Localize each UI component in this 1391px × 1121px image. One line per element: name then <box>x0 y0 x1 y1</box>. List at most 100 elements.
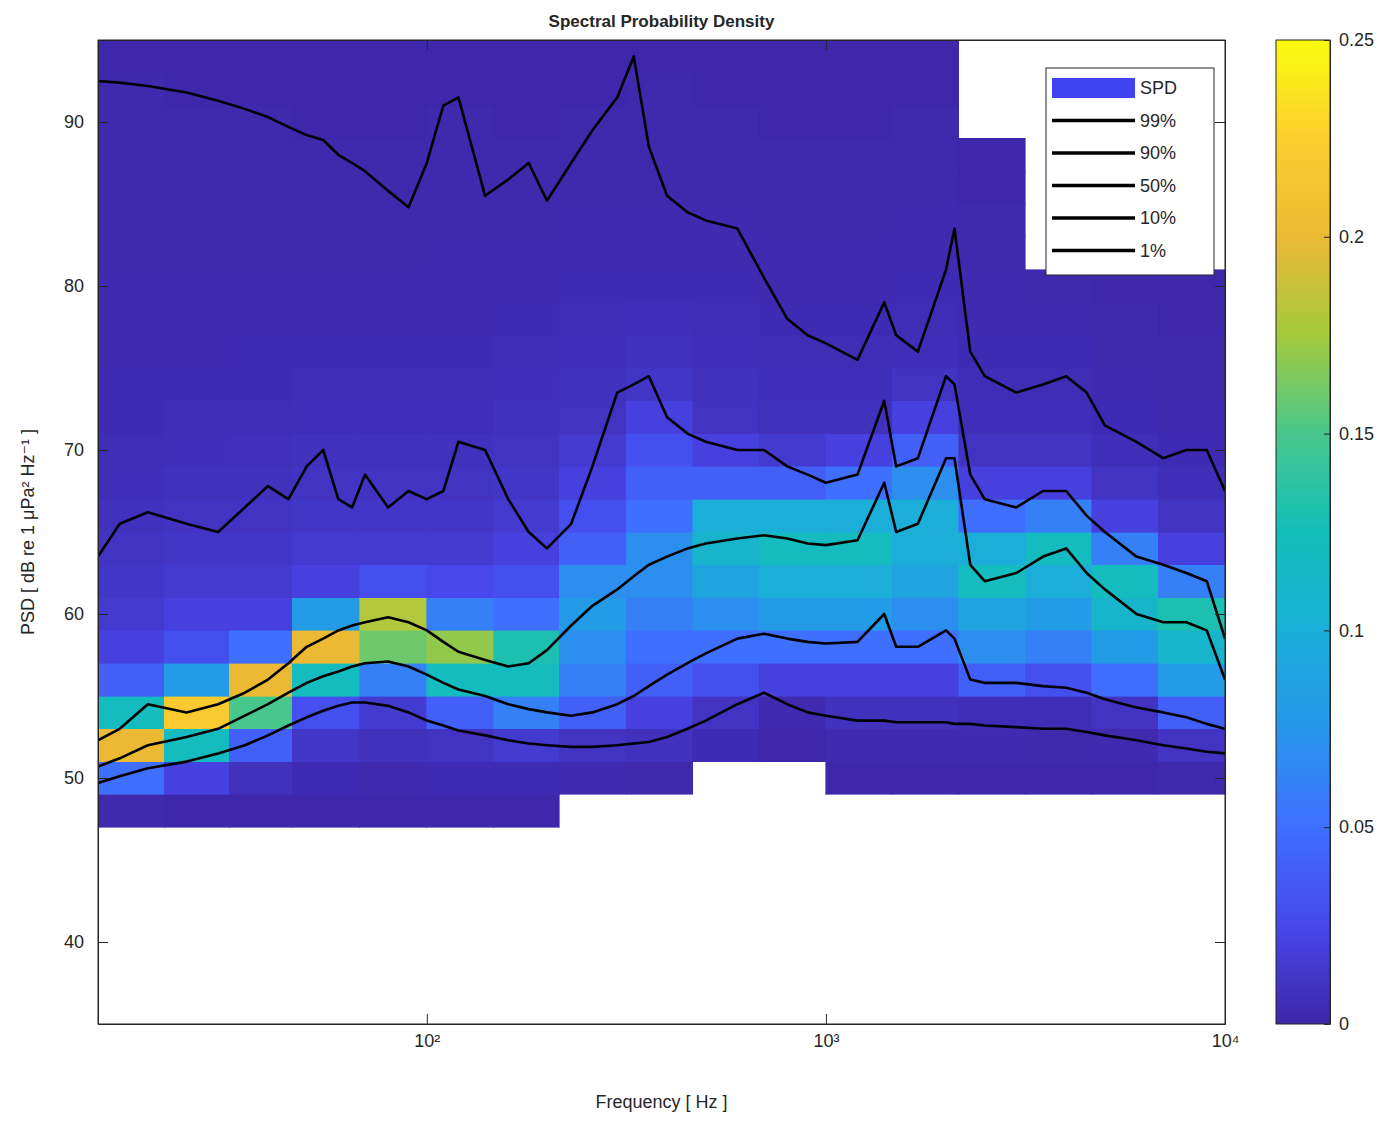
tick: 80 <box>64 276 108 296</box>
tick-label: 90 <box>64 112 84 132</box>
legend-label: 50% <box>1140 176 1176 196</box>
spd-cell <box>892 138 958 171</box>
percentile-line <box>98 56 1225 491</box>
plot-frame <box>98 40 1225 1024</box>
tick-label: 10³ <box>813 1031 839 1051</box>
spd-cell <box>1025 762 1092 795</box>
spd-cell <box>826 565 893 598</box>
spd-cell <box>626 565 693 598</box>
spd-cell <box>164 335 229 368</box>
spd-cell <box>427 499 494 532</box>
tick-mark <box>1215 286 1225 287</box>
spd-cell <box>98 466 164 499</box>
spd-cell <box>559 630 626 663</box>
tick-mark <box>98 614 108 615</box>
spd-cell <box>494 237 560 270</box>
legend-label: 99% <box>1140 111 1176 131</box>
spd-cell <box>1158 663 1225 696</box>
spd-cell <box>494 466 560 499</box>
spd-cell <box>892 532 958 565</box>
spd-cell <box>1092 499 1159 532</box>
spd-cell <box>892 466 958 499</box>
spd-cell <box>164 401 229 434</box>
spd-cell <box>959 302 1026 335</box>
spd-cell <box>98 630 164 663</box>
spd-cell <box>427 237 494 270</box>
spd-cell <box>826 40 893 73</box>
spd-cell <box>494 270 560 303</box>
spd-cell <box>229 598 292 631</box>
spd-cell <box>826 204 893 237</box>
colorbar <box>1276 40 1330 1024</box>
spd-cell <box>98 696 164 729</box>
spd-cell <box>229 106 292 139</box>
tick-mark <box>98 122 108 123</box>
spd-cell <box>759 302 826 335</box>
x-axis-title: Frequency [ Hz ] <box>595 1092 727 1112</box>
tick: 0 <box>1324 1014 1349 1034</box>
spd-cell <box>959 729 1026 762</box>
tick <box>1215 778 1225 779</box>
spd-cell <box>98 40 164 73</box>
spd-cell <box>892 598 958 631</box>
spd-cell <box>1025 335 1092 368</box>
spd-cell <box>360 40 427 73</box>
spd-cell <box>693 40 760 73</box>
spd-cell <box>1092 663 1159 696</box>
spd-cell <box>427 532 494 565</box>
spd-cell <box>626 302 693 335</box>
x-axis: 10²10³10⁴ <box>99 1014 1240 1051</box>
spd-cell <box>559 40 626 73</box>
spd-cell <box>626 630 693 663</box>
spd-cell <box>626 270 693 303</box>
spd-cell <box>164 368 229 401</box>
spd-cell <box>759 598 826 631</box>
spd-cell <box>427 368 494 401</box>
spd-cell <box>693 696 760 729</box>
spd-cell <box>229 138 292 171</box>
spd-cell <box>360 696 427 729</box>
spd-cell <box>759 663 826 696</box>
spd-cell <box>959 368 1026 401</box>
spd-cell <box>164 532 229 565</box>
spd-cell <box>1158 499 1225 532</box>
spd-cell <box>626 237 693 270</box>
spd-cell <box>559 532 626 565</box>
plot-background <box>98 40 1225 1024</box>
spd-cell <box>164 171 229 204</box>
spd-cell <box>494 106 560 139</box>
spd-cell <box>292 335 360 368</box>
spd-cell <box>360 302 427 335</box>
spd-cell <box>959 762 1026 795</box>
spd-cell <box>98 434 164 467</box>
spd-cell <box>164 302 229 335</box>
spd-cell <box>494 663 560 696</box>
spd-cell <box>759 73 826 106</box>
spd-cell <box>826 171 893 204</box>
legend-label: 1% <box>1140 241 1166 261</box>
spd-cell <box>826 762 893 795</box>
spd-cell <box>693 270 760 303</box>
spd-cell <box>292 270 360 303</box>
spd-cell <box>360 663 427 696</box>
spd-cell <box>559 302 626 335</box>
spd-cell <box>559 762 626 795</box>
spd-cell <box>98 73 164 106</box>
spd-cell <box>626 106 693 139</box>
spd-cell <box>1025 368 1092 401</box>
spd-cell <box>98 138 164 171</box>
spd-cell <box>626 434 693 467</box>
spd-cell <box>292 204 360 237</box>
spd-cell <box>98 794 164 827</box>
spd-cell <box>229 204 292 237</box>
spd-cell <box>360 630 427 663</box>
spd-cell <box>427 138 494 171</box>
spd-cell <box>1092 696 1159 729</box>
spd-cell <box>229 73 292 106</box>
spd-cell <box>98 335 164 368</box>
spd-cell <box>1158 565 1225 598</box>
spd-cell <box>1092 302 1159 335</box>
spd-cell <box>1092 630 1159 663</box>
spd-cell <box>892 171 958 204</box>
legend: SPD99%90%50%10%1% <box>1046 68 1214 275</box>
